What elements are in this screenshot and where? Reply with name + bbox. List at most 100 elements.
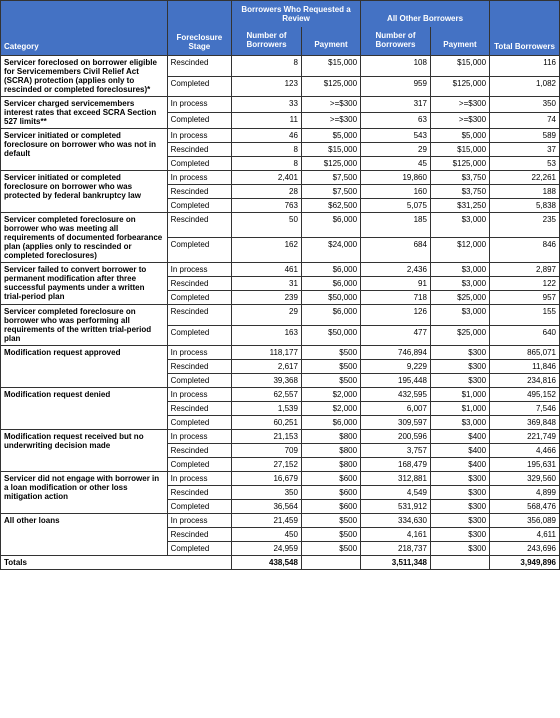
other-borrowers-cell: 317 — [361, 97, 431, 113]
requested-payment-cell: $6,000 — [301, 263, 360, 277]
requested-payment-cell: $800 — [301, 444, 360, 458]
other-payment-cell: $300 — [430, 472, 489, 486]
stage-cell: In process — [167, 129, 231, 143]
other-borrowers-cell: 432,595 — [361, 388, 431, 402]
totals-other-payment — [430, 556, 489, 570]
stage-cell: Completed — [167, 199, 231, 213]
other-borrowers-cell: 9,229 — [361, 360, 431, 374]
other-payment-cell: $5,000 — [430, 129, 489, 143]
total-borrowers-cell: 5,838 — [490, 199, 560, 213]
total-borrowers-cell: 568,476 — [490, 500, 560, 514]
other-borrowers-cell: 2,436 — [361, 263, 431, 277]
requested-payment-cell: >=$300 — [301, 97, 360, 113]
requested-borrowers-cell: 709 — [232, 444, 302, 458]
other-borrowers-cell: 195,448 — [361, 374, 431, 388]
total-borrowers-cell: 329,560 — [490, 472, 560, 486]
requested-payment-cell: $500 — [301, 514, 360, 528]
table-row: Modification request deniedIn process62,… — [1, 388, 560, 402]
requested-payment-cell: $15,000 — [301, 56, 360, 77]
requested-payment-cell: $24,000 — [301, 238, 360, 263]
other-payment-cell: $15,000 — [430, 143, 489, 157]
category-cell: Servicer completed foreclosure on borrow… — [1, 213, 168, 263]
other-payment-cell: $300 — [430, 346, 489, 360]
category-cell: Servicer initiated or completed foreclos… — [1, 171, 168, 213]
total-borrowers-cell: 2,897 — [490, 263, 560, 277]
stage-cell: Completed — [167, 325, 231, 346]
requested-borrowers-cell: 8 — [232, 56, 302, 77]
total-borrowers-cell: 195,631 — [490, 458, 560, 472]
requested-borrowers-cell: 46 — [232, 129, 302, 143]
stage-cell: Completed — [167, 76, 231, 97]
col-total-borrowers: Total Borrowers — [490, 1, 560, 56]
requested-payment-cell: $800 — [301, 458, 360, 472]
stage-cell: Rescinded — [167, 402, 231, 416]
stage-cell: Completed — [167, 374, 231, 388]
other-payment-cell: $300 — [430, 514, 489, 528]
other-borrowers-cell: 3,757 — [361, 444, 431, 458]
other-borrowers-cell: 126 — [361, 305, 431, 326]
colgroup-all-other: All Other Borrowers — [361, 1, 490, 28]
requested-borrowers-cell: 123 — [232, 76, 302, 97]
other-payment-cell: $3,000 — [430, 277, 489, 291]
total-borrowers-cell: 495,152 — [490, 388, 560, 402]
total-borrowers-cell: 369,848 — [490, 416, 560, 430]
stage-cell: Completed — [167, 458, 231, 472]
other-borrowers-cell: 218,737 — [361, 542, 431, 556]
colgroup-requested-review: Borrowers Who Requested a Review — [232, 1, 361, 28]
other-borrowers-cell: 4,549 — [361, 486, 431, 500]
total-borrowers-cell: 356,089 — [490, 514, 560, 528]
total-borrowers-cell: 221,749 — [490, 430, 560, 444]
other-borrowers-cell: 160 — [361, 185, 431, 199]
requested-borrowers-cell: 2,401 — [232, 171, 302, 185]
other-borrowers-cell: 168,479 — [361, 458, 431, 472]
other-payment-cell: $25,000 — [430, 291, 489, 305]
other-borrowers-cell: 959 — [361, 76, 431, 97]
col-other-num-borrowers: Number of Borrowers — [361, 27, 431, 56]
other-payment-cell: >=$300 — [430, 113, 489, 129]
category-cell: Servicer did not engage with borrower in… — [1, 472, 168, 514]
other-payment-cell: $3,000 — [430, 305, 489, 326]
other-payment-cell: $15,000 — [430, 56, 489, 77]
other-payment-cell: $400 — [430, 458, 489, 472]
other-payment-cell: $3,750 — [430, 171, 489, 185]
requested-borrowers-cell: 450 — [232, 528, 302, 542]
stage-cell: Rescinded — [167, 528, 231, 542]
total-borrowers-cell: 865,071 — [490, 346, 560, 360]
other-borrowers-cell: 29 — [361, 143, 431, 157]
other-borrowers-cell: 531,912 — [361, 500, 431, 514]
totals-total: 3,949,896 — [490, 556, 560, 570]
requested-payment-cell: $500 — [301, 542, 360, 556]
table-row: Servicer failed to convert borrower to p… — [1, 263, 560, 277]
requested-borrowers-cell: 16,679 — [232, 472, 302, 486]
requested-borrowers-cell: 33 — [232, 97, 302, 113]
other-borrowers-cell: 718 — [361, 291, 431, 305]
requested-borrowers-cell: 8 — [232, 157, 302, 171]
category-cell: Servicer completed foreclosure on borrow… — [1, 305, 168, 346]
requested-borrowers-cell: 2,617 — [232, 360, 302, 374]
requested-payment-cell: $800 — [301, 430, 360, 444]
total-borrowers-cell: 350 — [490, 97, 560, 113]
requested-payment-cell: $600 — [301, 500, 360, 514]
table-row: Servicer completed foreclosure on borrow… — [1, 305, 560, 326]
other-payment-cell: $300 — [430, 500, 489, 514]
stage-cell: Completed — [167, 542, 231, 556]
other-borrowers-cell: 309,597 — [361, 416, 431, 430]
total-borrowers-cell: 37 — [490, 143, 560, 157]
requested-borrowers-cell: 11 — [232, 113, 302, 129]
requested-borrowers-cell: 162 — [232, 238, 302, 263]
requested-borrowers-cell: 36,564 — [232, 500, 302, 514]
stage-cell: Rescinded — [167, 444, 231, 458]
requested-borrowers-cell: 118,177 — [232, 346, 302, 360]
other-payment-cell: $31,250 — [430, 199, 489, 213]
requested-borrowers-cell: 763 — [232, 199, 302, 213]
other-payment-cell: $125,000 — [430, 76, 489, 97]
other-payment-cell: $400 — [430, 444, 489, 458]
total-borrowers-cell: 188 — [490, 185, 560, 199]
requested-payment-cell: $50,000 — [301, 291, 360, 305]
category-cell: Modification request denied — [1, 388, 168, 430]
total-borrowers-cell: 22,261 — [490, 171, 560, 185]
stage-cell: Rescinded — [167, 185, 231, 199]
total-borrowers-cell: 4,466 — [490, 444, 560, 458]
totals-row: Totals438,5483,511,3483,949,896 — [1, 556, 560, 570]
stage-cell: Completed — [167, 157, 231, 171]
